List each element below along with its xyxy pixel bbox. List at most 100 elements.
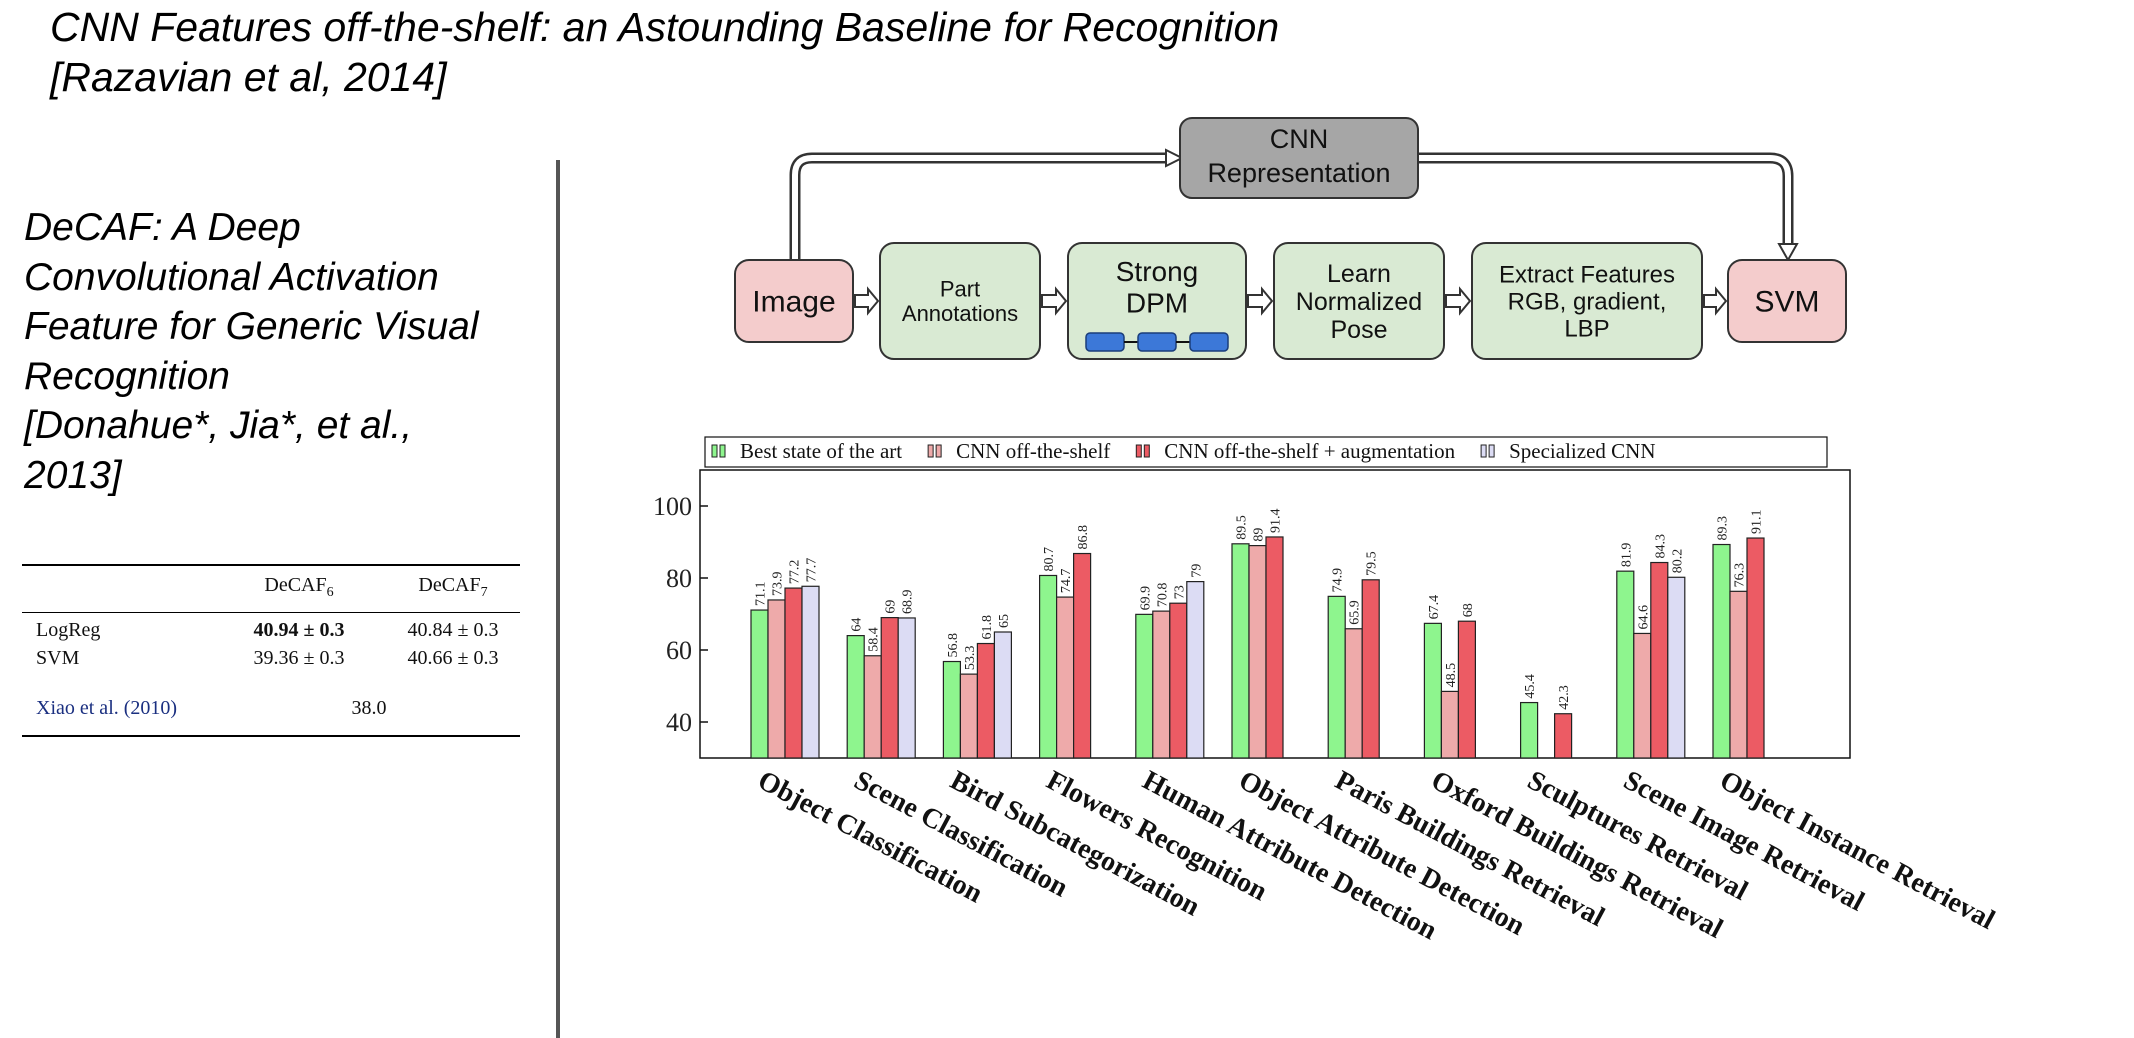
legend-swatch: [1135, 444, 1142, 458]
bar: [1633, 632, 1652, 759]
legend-swatch: [1480, 444, 1487, 458]
bar-data-label: 70.8: [1155, 583, 1170, 608]
dpm-part-icon: [1189, 332, 1229, 352]
pipeline-step-label: Learn: [1327, 260, 1391, 288]
pipeline-step-label: Annotations: [902, 301, 1018, 326]
table-row: LogReg 40.94 ± 0.3 40.84 ± 0.3: [22, 619, 520, 647]
bar: [1361, 579, 1380, 759]
dpm-part-icon: [1137, 332, 1177, 352]
bar-data-label: 74.9: [1331, 568, 1346, 593]
pipeline-step-box: [1273, 242, 1445, 360]
pipeline-step-label: Pose: [1331, 316, 1388, 344]
bar-data-label: 84.3: [1653, 534, 1668, 559]
bar: [1650, 561, 1669, 759]
pipeline-step-label: RGB, gradient,: [1508, 288, 1667, 315]
bar: [846, 635, 865, 759]
decaf-title-line: Feature for Generic Visual: [24, 305, 479, 348]
bar-data-label: 61.8: [980, 615, 995, 640]
row-decaf6-value: 40.94 ± 0.3: [253, 619, 345, 641]
bar-data-label: 48.5: [1444, 663, 1459, 688]
legend-swatch: [1143, 444, 1150, 458]
bar-data-label: 71.1: [754, 582, 769, 607]
bar-data-label: 58.4: [867, 627, 882, 652]
pipeline-step-label: Image: [752, 286, 835, 319]
bar: [1440, 690, 1460, 759]
pipeline-step-box: [734, 259, 854, 343]
baseline-citation-link[interactable]: Xiao et al. (2010): [36, 697, 178, 719]
pipeline-step-label: Part: [940, 276, 980, 301]
bar: [1039, 574, 1058, 759]
bar-data-label: 89.3: [1716, 516, 1731, 541]
decaf-title-line: Convolutional Activation: [24, 255, 439, 299]
cnn-box-label: Representation: [1207, 158, 1390, 188]
decaf-title-line: 2013]: [24, 453, 122, 497]
bar: [1457, 620, 1477, 759]
row-decaf7-value: 40.66 ± 0.3: [407, 647, 499, 669]
bar-data-label: 69: [884, 600, 899, 614]
legend-label: Specialized CNN: [1509, 439, 1655, 463]
bar-data-label: 86.8: [1076, 525, 1091, 550]
bar: [801, 585, 820, 759]
legend-swatch: [711, 444, 718, 458]
pipeline-step-box: [1471, 242, 1703, 360]
bar: [1616, 570, 1635, 759]
bar: [1667, 576, 1686, 759]
y-tick-label: 80: [666, 564, 692, 593]
y-tick-label: 100: [653, 492, 692, 521]
bar-data-label: 79: [1189, 564, 1204, 578]
header-decaf7: DeCAF7: [418, 574, 488, 600]
bar-data-label: 73.9: [771, 571, 786, 596]
bar: [1056, 596, 1075, 759]
bar-data-label: 53.3: [963, 646, 978, 671]
pipeline-arrow: [1703, 286, 1728, 316]
bar: [1169, 602, 1188, 759]
legend-swatch: [1488, 444, 1495, 458]
bar-data-label: 65: [997, 614, 1012, 628]
decaf-paper-title: DeCAF: A Deep Convolutional Activation F…: [24, 203, 544, 500]
decaf-title-line: [Donahue*, Jia*, et al.,: [24, 404, 413, 447]
legend-swatch: [719, 444, 726, 458]
table-header-row: DeCAF6 DeCAF7: [22, 566, 520, 613]
bar: [1746, 537, 1765, 759]
bar: [1327, 595, 1346, 759]
bar: [897, 617, 916, 759]
bar: [1248, 544, 1267, 759]
chart-legend: Best state of the art CNN off-the-shelf CN…: [704, 436, 1828, 468]
bar-data-label: 42.3: [1557, 685, 1572, 710]
bar: [863, 655, 882, 759]
legend-frame: [704, 436, 1828, 468]
bar-data-label: 73: [1172, 585, 1187, 599]
pipeline-step-label: Normalized: [1296, 288, 1422, 316]
pipeline-step-label: Strong: [1116, 256, 1199, 287]
cnn-representation-box: [1179, 117, 1419, 199]
pipeline-step-label: LBP: [1564, 315, 1609, 342]
row-method: LogReg: [36, 619, 101, 641]
slide-title: CNN Features off-the-shelf: an Astoundin…: [50, 2, 1279, 102]
bar: [784, 587, 803, 759]
slide-title-line2: [Razavian et al, 2014]: [50, 54, 447, 100]
header-decaf6: DeCAF6: [264, 574, 334, 600]
bar: [1231, 543, 1250, 759]
bypass-arrow-fill: [792, 155, 1170, 260]
bar-data-label: 67.4: [1427, 595, 1442, 620]
bar-data-label: 77.2: [788, 560, 803, 585]
pipeline-step-label: Extract Features: [1499, 262, 1675, 289]
row-decaf6-value: 39.36 ± 0.3: [253, 647, 345, 669]
bar-data-label: 91.4: [1269, 508, 1284, 533]
legend-label: Best state of the art: [740, 439, 902, 463]
pipeline-arrow: [854, 286, 880, 316]
pipeline-arrow: [1247, 286, 1274, 316]
legend-swatch: [935, 444, 942, 458]
bar: [1265, 536, 1284, 759]
row-method: SVM: [36, 647, 80, 669]
bar: [1712, 543, 1731, 759]
decaf-results-table: DeCAF6 DeCAF7 LogReg 40.94 ± 0.3 40.84 ±…: [22, 564, 520, 737]
bar-data-label: 68: [1461, 603, 1476, 617]
table-row: SVM 39.36 ± 0.3 40.66 ± 0.3: [22, 647, 520, 675]
bar: [1135, 613, 1154, 759]
bar: [942, 660, 961, 759]
bar-data-label: 45.4: [1523, 674, 1538, 699]
bar: [1073, 552, 1092, 759]
bar-data-label: 89.5: [1235, 515, 1250, 540]
